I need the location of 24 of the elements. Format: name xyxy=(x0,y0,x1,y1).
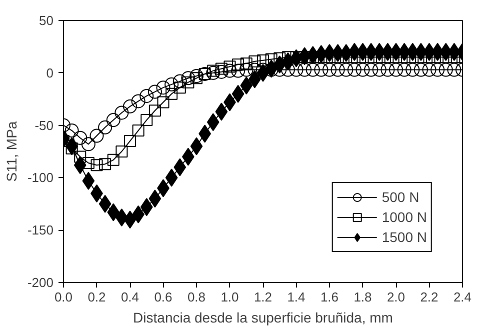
x-tick-label: 2.4 xyxy=(453,290,472,304)
legend-label: 1000 N xyxy=(382,209,427,225)
y-tick-label: -150 xyxy=(27,222,54,238)
x-tick-label: 0.6 xyxy=(154,290,172,304)
x-tick-label: 1.6 xyxy=(320,290,339,304)
x-tick-label: 1.0 xyxy=(220,290,239,304)
x-tick-label: 1.8 xyxy=(354,290,372,304)
x-tick-label: 1.4 xyxy=(287,290,306,304)
y-axis-title: S11, MPa xyxy=(3,121,20,182)
y-tick-label: -100 xyxy=(27,170,54,186)
x-tick-label: 0.4 xyxy=(120,290,140,304)
x-tick-label: 0.8 xyxy=(187,290,206,304)
x-tick-label: 1.2 xyxy=(254,290,272,304)
x-axis-title: Distancia desde la superficie bruñida, mm xyxy=(133,310,393,326)
legend-label: 500 N xyxy=(382,189,420,205)
y-tick-label: 0 xyxy=(46,65,54,80)
y-tick-label: -200 xyxy=(27,275,54,290)
x-tick-label: 2.2 xyxy=(420,290,438,304)
legend-label: 1500 N xyxy=(382,229,427,245)
x-tick-label: 2.0 xyxy=(386,290,406,304)
y-tick-label: -50 xyxy=(34,118,54,133)
y-tick-label: 50 xyxy=(39,13,54,28)
x-tick-label: 0.2 xyxy=(88,290,106,304)
x-tick-label: 0.0 xyxy=(54,290,73,304)
